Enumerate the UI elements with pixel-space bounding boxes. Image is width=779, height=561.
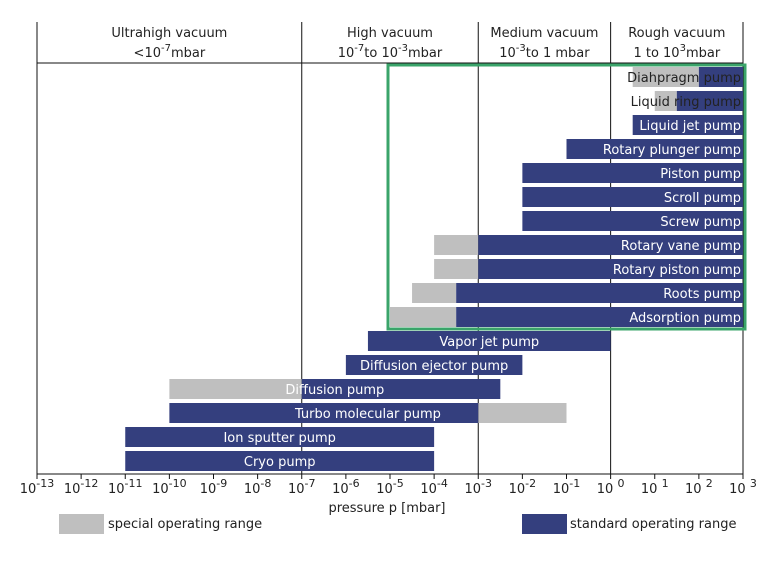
- pump-row: Adsorption pump: [390, 307, 743, 327]
- highlight-box: [386, 63, 747, 331]
- pump-label: Diffusion pump: [285, 383, 384, 398]
- standard-range-bar: [522, 187, 743, 207]
- range-name: Ultrahigh vacuum: [111, 26, 227, 41]
- x-tick-label: 10 2: [685, 477, 713, 497]
- standard-range-bar: [676, 91, 743, 111]
- pump-bars: Diahpragm pump Liquid ring pump Liquid jet…: [125, 67, 743, 471]
- pump-row: Roots pump: [412, 283, 743, 303]
- pump-label: Screw pump: [660, 215, 741, 230]
- special-range-bar: [654, 91, 677, 111]
- range-interval: 1 to 103mbar: [633, 43, 720, 61]
- pump-label: Rotary piston pump: [613, 263, 741, 278]
- x-tick-label: 10-7: [288, 477, 316, 497]
- pump-label: Rotary plunger pump: [603, 143, 741, 158]
- pump-label: Diffusion ejector pump: [360, 359, 508, 374]
- standard-range-bar: [456, 283, 743, 303]
- x-tick-label: 10-10: [152, 477, 187, 497]
- special-range-bar: [434, 259, 479, 279]
- x-tick-label: 10-9: [200, 477, 228, 497]
- special-range-bar: [478, 403, 567, 423]
- standard-range-bar: [478, 235, 743, 255]
- standard-range-bar: [698, 67, 743, 87]
- pump-row: Screw pump: [522, 211, 743, 231]
- pump-row: Scroll pump: [522, 187, 743, 207]
- pump-label: Roots pump: [663, 287, 741, 302]
- legend-standard-swatch: [522, 514, 567, 534]
- x-tick-label: 10-2: [509, 477, 537, 497]
- pump-label: Liquid jet pump: [639, 119, 741, 134]
- standard-range-bar: [522, 163, 743, 183]
- pump-row: Diffusion pump: [169, 379, 501, 399]
- legend: special operating range standard operatin…: [59, 514, 736, 534]
- standard-range-bar: [522, 211, 743, 231]
- standard-range-bar: [169, 403, 479, 423]
- x-axis-title: pressure p [mbar]: [328, 501, 445, 516]
- pump-row: Piston pump: [522, 163, 743, 183]
- x-tick-label: 10 0: [597, 477, 625, 497]
- pump-row: Ion sputter pump: [125, 427, 435, 447]
- pressure-range-headers: Ultrahigh vacuum <10-7mbar High vacuum 10-7…: [111, 26, 725, 61]
- range-name: Rough vacuum: [628, 26, 725, 41]
- pump-label: Piston pump: [660, 167, 741, 182]
- pump-label: Rotary vane pump: [621, 239, 741, 254]
- special-range-bar: [434, 235, 479, 255]
- x-tick-label: 10-13: [20, 477, 55, 497]
- range-interval: 10-3to 1 mbar: [499, 43, 590, 61]
- pump-row: Rotary plunger pump: [566, 139, 743, 159]
- pump-row: Vapor jet pump: [367, 331, 611, 351]
- pump-label: Diahpragm pump: [627, 71, 741, 86]
- x-tick-label: 10-6: [332, 477, 360, 497]
- pump-row: Rotary vane pump: [434, 235, 743, 255]
- pump-row: Diffusion ejector pump: [345, 355, 523, 375]
- x-axis: 10-13 10-12 10-11 10-10 10-9 10-8 10-7 10-6 10-5…: [20, 473, 757, 497]
- range-name: Medium vacuum: [490, 26, 598, 41]
- pump-row: Liquid jet pump: [632, 115, 743, 135]
- x-tick-label: 10-4: [420, 477, 448, 497]
- special-range-bar: [412, 283, 457, 303]
- legend-special-label: special operating range: [108, 517, 262, 532]
- special-range-bar: [390, 307, 457, 327]
- standard-range-bar: [632, 115, 743, 135]
- special-range-bar: [169, 379, 302, 399]
- highlight-box-layer: [386, 63, 747, 331]
- standard-range-bar: [125, 451, 435, 471]
- pump-label: Cryo pump: [244, 455, 316, 470]
- x-tick-label: 10-5: [376, 477, 404, 497]
- range-interval: 10-7to 10-3mbar: [338, 43, 443, 61]
- standard-range-bar: [478, 259, 743, 279]
- pump-row: Liquid ring pump: [631, 91, 743, 111]
- range-interval: <10-7mbar: [134, 43, 206, 61]
- x-tick-label: 10 1: [641, 477, 669, 497]
- legend-standard-label: standard operating range: [570, 517, 736, 532]
- x-tick-label: 10-11: [108, 477, 143, 497]
- special-range-bar: [632, 67, 699, 87]
- standard-range-bar: [125, 427, 435, 447]
- x-tick-label: 10-3: [464, 477, 492, 497]
- x-tick-label: 10-8: [244, 477, 272, 497]
- pump-label: Vapor jet pump: [439, 335, 539, 350]
- standard-range-bar: [367, 331, 611, 351]
- pump-label: Liquid ring pump: [631, 95, 741, 110]
- standard-range-bar: [566, 139, 743, 159]
- standard-range-bar: [345, 355, 523, 375]
- pump-label: Scroll pump: [664, 191, 741, 206]
- x-tick-label: 10-12: [64, 477, 99, 497]
- standard-range-bar: [456, 307, 743, 327]
- pump-row: Cryo pump: [125, 451, 435, 471]
- pump-row: Turbo molecular pump: [169, 403, 567, 423]
- pump-row: Diahpragm pump: [627, 67, 743, 87]
- pump-row: Rotary piston pump: [434, 259, 743, 279]
- x-tick-label: 10 3: [729, 477, 757, 497]
- pump-label: Turbo molecular pump: [294, 407, 441, 422]
- x-tick-label: 10-1: [553, 477, 581, 497]
- range-name: High vacuum: [347, 26, 433, 41]
- legend-special-swatch: [59, 514, 104, 534]
- pump-label: Ion sputter pump: [223, 431, 336, 446]
- pump-label: Adsorption pump: [629, 311, 741, 326]
- standard-range-bar: [301, 379, 501, 399]
